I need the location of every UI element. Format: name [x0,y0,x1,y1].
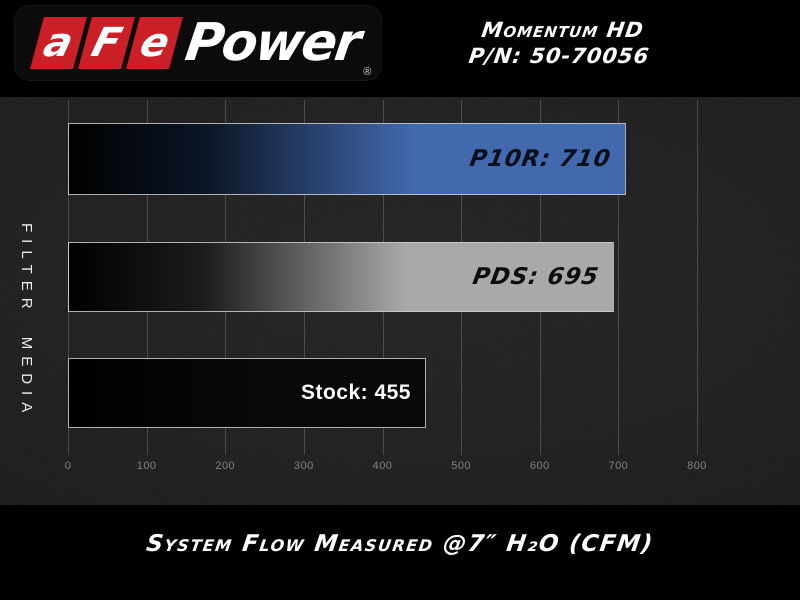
x-tick-label: 300 [293,460,314,472]
bar-value-label: PDS: 695 [470,264,602,290]
registered-trademark-icon: ® [363,66,372,78]
x-tick-label: 800 [687,460,707,472]
part-number: P/N: 50-70056 [467,44,652,68]
chart-area: FILTER MEDIA 0 100 200 300 400 500 600 700 800 P1… [0,97,800,505]
x-tick-label: 400 [372,460,393,472]
logo-segment-e: e [126,17,184,69]
logo-red-segments: a F e [30,17,184,69]
logo-wordmark: Power [182,13,364,73]
bar-p10r: P10R: 710 [68,123,626,195]
bar-value-label: Stock: 455 [300,381,411,404]
x-tick-label: 200 [215,460,236,472]
x-tick-label: 700 [608,460,629,472]
header: a F e Power ® Momentum HD P/N: 50-70056 [0,0,800,97]
afe-power-logo: a F e Power ® [14,5,382,81]
x-tick-label: 600 [529,460,550,472]
footer: System Flow Measured @7″ H₂O (CFM) [0,505,800,600]
x-tick-label: 100 [136,460,157,472]
x-tick-label: 500 [451,460,472,472]
logo-segment-f: F [78,17,136,69]
product-name: Momentum HD [480,18,646,42]
logo-segment-a: a [30,17,87,69]
bar-stock: Stock: 455 [68,358,426,428]
bar-value-label: P10R: 710 [467,146,614,172]
bar-pds: PDS: 695 [68,242,614,312]
x-tick-label: 0 [64,460,72,472]
bar-chart-plot: 0 100 200 300 400 500 600 700 800 P10R: 710 PDS: 6… [0,97,800,505]
product-info: Momentum HD P/N: 50-70056 [432,17,689,69]
gridline [697,100,698,455]
chart-caption: System Flow Measured @7″ H₂O (CFM) [144,531,656,557]
